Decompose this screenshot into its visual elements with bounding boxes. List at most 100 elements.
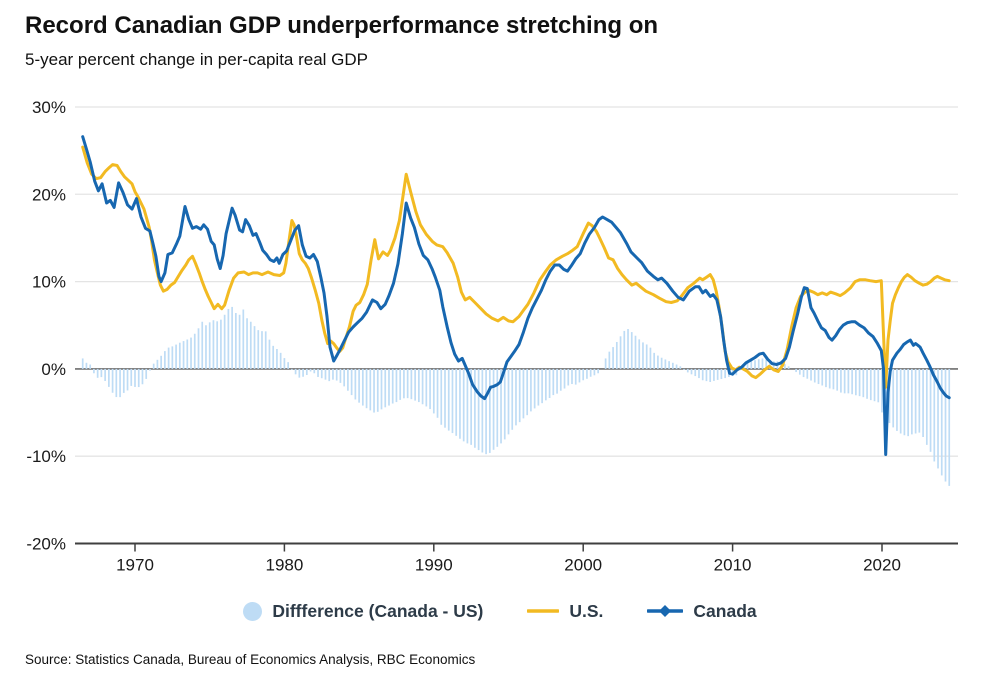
difference-bar <box>376 368 379 412</box>
difference-bar <box>212 320 215 369</box>
difference-bar <box>877 368 880 403</box>
difference-bar <box>608 351 611 369</box>
difference-bar <box>948 368 951 486</box>
difference-bar <box>671 362 674 369</box>
x-axis-label: 1980 <box>265 556 303 575</box>
difference-bar <box>503 368 506 440</box>
difference-bar <box>455 368 458 436</box>
difference-bar <box>873 368 876 402</box>
difference-bar <box>918 368 921 433</box>
difference-bar <box>578 368 581 383</box>
difference-bar <box>108 368 110 387</box>
difference-bar <box>683 368 685 370</box>
difference-bar <box>328 368 331 382</box>
difference-bar <box>111 368 114 393</box>
difference-bar <box>597 368 599 374</box>
difference-bar <box>675 364 678 369</box>
difference-bar <box>89 364 92 369</box>
difference-bar <box>287 362 289 369</box>
difference-bar <box>391 368 394 404</box>
difference-bar <box>537 368 540 406</box>
difference-bar <box>485 368 487 455</box>
y-axis-label: 0% <box>41 360 66 379</box>
difference-bar <box>899 368 902 434</box>
difference-bar <box>410 368 413 400</box>
difference-bars-group <box>81 306 951 486</box>
difference-bar <box>701 368 704 381</box>
difference-bar <box>507 368 510 435</box>
chart-title: Record Canadian GDP underperformance str… <box>25 12 659 39</box>
difference-bar <box>421 368 424 405</box>
difference-bar <box>530 368 532 412</box>
difference-bar <box>141 368 144 385</box>
difference-bar <box>399 368 402 400</box>
difference-bar <box>634 335 637 369</box>
chart-subtitle: 5-year percent change in per-capita real… <box>25 50 369 69</box>
difference-bar <box>208 322 211 369</box>
difference-bar <box>645 344 648 369</box>
difference-bar <box>593 368 596 376</box>
canada-line-diamond-icon <box>647 605 684 617</box>
difference-bar <box>746 361 749 369</box>
difference-bar <box>164 351 166 369</box>
legend: Diffference (Canada - US) U.S. Canada <box>0 594 1000 628</box>
difference-bar <box>813 368 816 383</box>
difference-bar <box>937 368 939 469</box>
difference-bar <box>145 368 148 379</box>
difference-bar <box>552 368 555 396</box>
difference-bar <box>474 368 476 448</box>
difference-bar <box>571 368 573 385</box>
x-axis-label: 1970 <box>116 556 154 575</box>
difference-bar <box>933 368 936 462</box>
difference-bar <box>193 333 196 369</box>
difference-bar <box>515 368 517 426</box>
difference-bar <box>649 347 652 369</box>
difference-bar <box>220 319 222 369</box>
difference-bar <box>750 361 753 369</box>
y-axis-label: -10% <box>26 447 66 466</box>
difference-bar <box>178 342 181 369</box>
difference-bar <box>754 360 756 369</box>
difference-bar <box>313 368 316 374</box>
difference-bar <box>223 314 226 369</box>
difference-bar <box>828 368 831 389</box>
legend-label-canada: Canada <box>693 600 757 621</box>
difference-bar <box>903 368 906 436</box>
difference-bar <box>589 368 592 377</box>
difference-bar <box>892 368 895 428</box>
difference-bar <box>619 336 622 369</box>
difference-bar <box>496 368 499 447</box>
difference-bar <box>500 368 502 444</box>
difference-bar <box>246 318 248 369</box>
difference-bar <box>175 344 177 369</box>
difference-bar <box>541 368 543 404</box>
difference-bar <box>350 368 353 396</box>
difference-bar <box>100 368 103 378</box>
difference-bar <box>518 368 521 423</box>
legend-item-difference: Diffference (Canada - US) <box>243 601 483 622</box>
difference-bar <box>122 368 125 393</box>
difference-bar <box>798 368 801 375</box>
difference-bar <box>149 368 151 371</box>
difference-bar <box>761 358 764 369</box>
difference-bar <box>679 366 682 369</box>
difference-bar <box>253 326 256 369</box>
difference-bar <box>358 368 360 403</box>
x-axis-label: 2020 <box>863 556 901 575</box>
difference-bar <box>317 368 319 377</box>
difference-bar <box>470 368 472 445</box>
difference-bar <box>604 358 607 369</box>
difference-bar <box>940 368 943 476</box>
difference-bar <box>126 368 129 391</box>
difference-bar <box>380 368 383 410</box>
difference-bar <box>425 368 428 407</box>
difference-bar <box>559 368 562 391</box>
difference-bar <box>96 368 99 378</box>
difference-bar <box>668 361 670 369</box>
difference-bar <box>354 368 357 400</box>
difference-bar <box>492 368 495 450</box>
difference-bar <box>152 363 155 369</box>
difference-bar <box>817 368 820 385</box>
difference-bar <box>451 368 454 434</box>
